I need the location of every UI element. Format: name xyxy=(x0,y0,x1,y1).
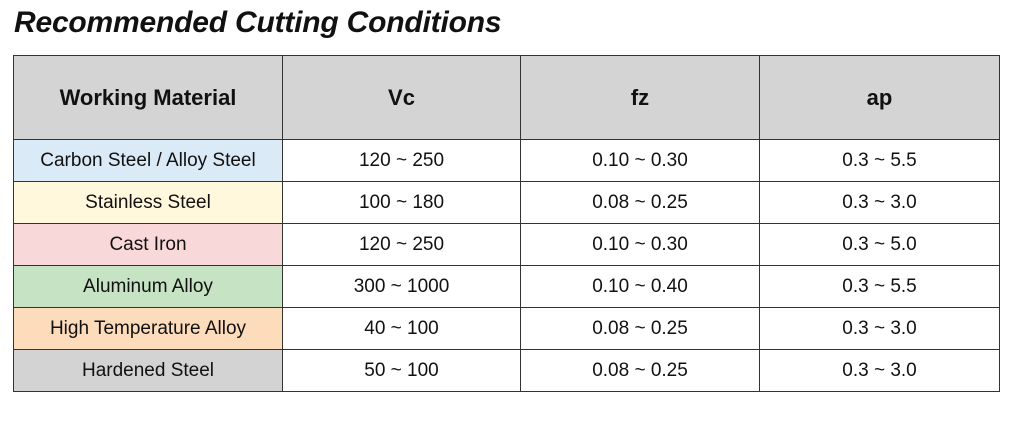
table-row: Hardened Steel 50 ~ 100 0.08 ~ 0.25 0.3 ~ 3… xyxy=(13,349,1000,392)
table-row: Stainless Steel 100 ~ 180 0.08 ~ 0.25 0.3 ~… xyxy=(13,181,1000,224)
value-cell: 0.3 ~ 5.5 xyxy=(759,139,1000,182)
value-cell: 0.3 ~ 5.5 xyxy=(759,265,1000,308)
material-cell: High Temperature Alloy xyxy=(13,307,283,350)
cutting-table: Working Material Vc fz ap Carbon Steel / Al… xyxy=(13,55,1000,392)
table-row: Carbon Steel / Alloy Steel 120 ~ 250 0.10 … xyxy=(13,139,1000,182)
value-cell: 0.08 ~ 0.25 xyxy=(520,181,760,224)
material-cell: Cast Iron xyxy=(13,223,283,266)
header-cell: Vc xyxy=(282,55,521,140)
value-cell: 100 ~ 180 xyxy=(282,181,521,224)
value-cell: 0.3 ~ 5.0 xyxy=(759,223,1000,266)
value-cell: 0.08 ~ 0.25 xyxy=(520,307,760,350)
header-cell: fz xyxy=(520,55,760,140)
table-head: Working Material Vc fz ap xyxy=(13,55,1000,140)
page-title: Recommended Cutting Conditions xyxy=(14,6,502,39)
value-cell: 120 ~ 250 xyxy=(282,223,521,266)
header-cell: ap xyxy=(759,55,1000,140)
value-cell: 40 ~ 100 xyxy=(282,307,521,350)
value-cell: 0.10 ~ 0.30 xyxy=(520,139,760,182)
table-row: Cast Iron 120 ~ 250 0.10 ~ 0.30 0.3 ~ 5.0 xyxy=(13,223,1000,266)
table-body: Carbon Steel / Alloy Steel 120 ~ 250 0.10 … xyxy=(13,139,1000,392)
material-cell: Stainless Steel xyxy=(13,181,283,224)
value-cell: 0.3 ~ 3.0 xyxy=(759,349,1000,392)
value-cell: 0.10 ~ 0.40 xyxy=(520,265,760,308)
value-cell: 120 ~ 250 xyxy=(282,139,521,182)
table-row: Aluminum Alloy 300 ~ 1000 0.10 ~ 0.40 0.3 ~… xyxy=(13,265,1000,308)
table-row: High Temperature Alloy 40 ~ 100 0.08 ~ 0.2… xyxy=(13,307,1000,350)
value-cell: 0.10 ~ 0.30 xyxy=(520,223,760,266)
material-cell: Hardened Steel xyxy=(13,349,283,392)
header-row: Working Material Vc fz ap xyxy=(13,55,1000,140)
material-cell: Aluminum Alloy xyxy=(13,265,283,308)
material-cell: Carbon Steel / Alloy Steel xyxy=(13,139,283,182)
value-cell: 0.3 ~ 3.0 xyxy=(759,181,1000,224)
value-cell: 50 ~ 100 xyxy=(282,349,521,392)
value-cell: 0.3 ~ 3.0 xyxy=(759,307,1000,350)
value-cell: 0.08 ~ 0.25 xyxy=(520,349,760,392)
value-cell: 300 ~ 1000 xyxy=(282,265,521,308)
header-cell: Working Material xyxy=(13,55,283,140)
